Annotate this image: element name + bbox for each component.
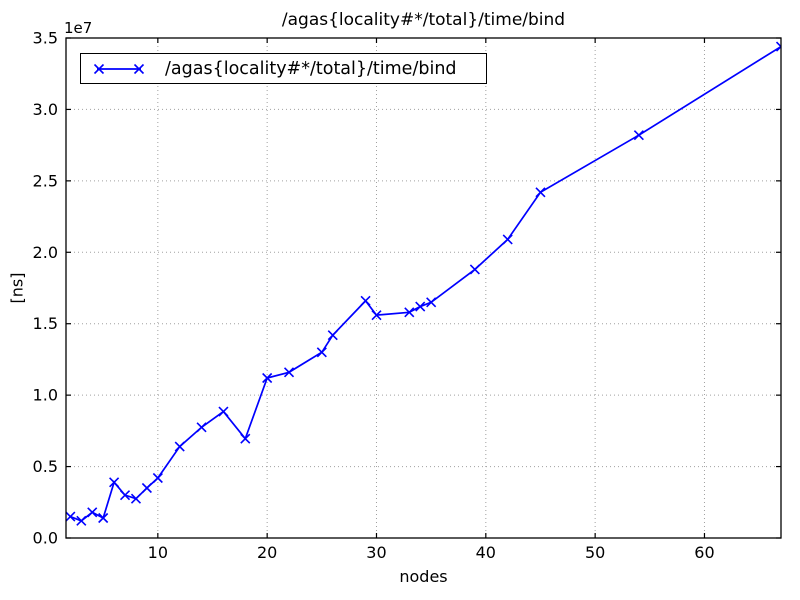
y-tick-label: 2.0 (33, 243, 58, 262)
x-tick-label: 10 (148, 543, 168, 562)
data-point-marker (109, 477, 120, 488)
data-point-marker (174, 441, 185, 452)
y-tick-label: 0.0 (33, 529, 58, 548)
x-tick-label: 50 (585, 543, 605, 562)
y-axis-label: [ns] (7, 272, 27, 304)
grid (66, 37, 781, 539)
data-point-marker (218, 406, 229, 417)
data-point-marker (262, 372, 273, 384)
data-markers (66, 41, 781, 526)
data-point-marker (66, 511, 76, 522)
data-point-marker (152, 472, 163, 484)
tick-marks (66, 37, 781, 539)
data-point-marker (775, 41, 781, 52)
data-point-marker (141, 482, 152, 494)
data-point-marker (196, 422, 207, 433)
data-point-marker (426, 297, 437, 308)
data-point-marker (87, 507, 98, 518)
data-point-marker (535, 187, 546, 198)
y-axis-offset-label: 1e7 (64, 19, 93, 37)
data-point-marker (130, 493, 142, 504)
data-point-marker (98, 512, 109, 524)
x-tick-label: 20 (257, 543, 277, 562)
legend-sample-x-marker (93, 63, 105, 74)
data-point-marker (240, 433, 251, 444)
data-point-marker (404, 307, 415, 318)
legend-label: /agas{locality#*/total}/time/bind (165, 58, 457, 79)
x-tick-label: 30 (366, 543, 386, 562)
x-tick-label: 40 (476, 543, 496, 562)
data-point-marker (371, 310, 382, 321)
data-point-marker (502, 234, 513, 245)
y-tick-label: 1.5 (33, 314, 58, 333)
data-point-marker (327, 330, 338, 341)
y-tick-label: 1.0 (33, 386, 58, 405)
legend-sample-x-marker (133, 63, 145, 74)
legend-line-sample-icon (93, 63, 145, 74)
legend: /agas{locality#*/total}/time/bind (80, 53, 487, 84)
data-series (66, 41, 781, 526)
data-point-marker (415, 301, 426, 312)
data-point-marker (633, 130, 644, 141)
data-point-marker (283, 367, 295, 378)
data-point-marker (76, 515, 87, 526)
tick-labels: 10 20 30 40 50 60 0.0 0.5 1.0 1.5 2.0 2.5 3.0 3.5 (33, 29, 715, 563)
axes-spines (65, 37, 782, 539)
y-tick-label: 0.5 (33, 457, 58, 476)
chart-title: /agas{locality#*/total}/time/bind (281, 10, 566, 30)
y-tick-label: 3.0 (33, 100, 58, 119)
data-point-marker (360, 295, 371, 306)
data-point-marker (469, 264, 480, 275)
data-point-marker (119, 490, 131, 501)
y-tick-label: 3.5 (33, 29, 58, 48)
x-axis-label: nodes (399, 567, 448, 586)
y-tick-label: 2.5 (33, 171, 58, 190)
x-tick-label: 60 (694, 543, 714, 562)
data-point-marker (316, 347, 327, 358)
